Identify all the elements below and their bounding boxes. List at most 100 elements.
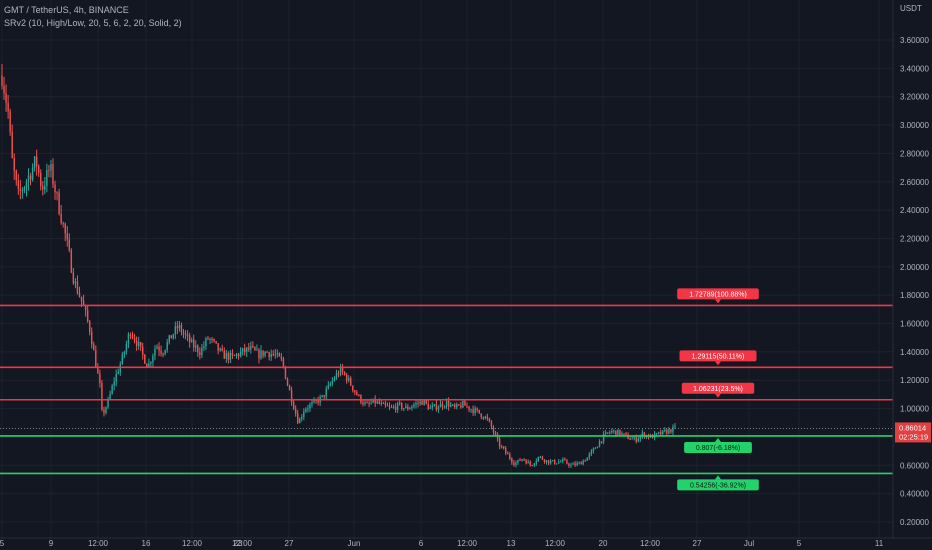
candle-body: [472, 409, 474, 414]
candle-body: [525, 459, 527, 464]
candle-body: [539, 456, 542, 458]
candle-body: [52, 164, 54, 185]
candle-body: [500, 446, 503, 448]
price-tick-label: 0.20000: [900, 518, 929, 527]
candle-body: [203, 346, 205, 348]
candle-body: [523, 459, 525, 461]
price-tick-label: 2.80000: [900, 149, 929, 158]
price-axis-panel[interactable]: [893, 0, 932, 550]
candle-body: [225, 353, 228, 359]
candle-body: [380, 402, 383, 404]
candle-body: [101, 383, 103, 410]
candle-body: [543, 459, 546, 463]
candle-body: [388, 406, 391, 408]
candle-body: [192, 339, 195, 348]
candle-body: [362, 402, 364, 405]
candle-body: [23, 187, 26, 191]
candle-body: [470, 409, 472, 411]
candle-body: [431, 405, 434, 408]
candle-body: [447, 401, 450, 407]
candle-body: [290, 390, 293, 403]
candle-body: [370, 402, 372, 404]
candle-body: [144, 354, 146, 364]
candle-body: [264, 351, 266, 356]
candle-body: [443, 406, 446, 408]
candle-body: [66, 233, 68, 240]
price-tick-label: 2.60000: [900, 178, 929, 187]
sr-level-label: 1.29115(50.11%): [692, 353, 745, 360]
candle-body: [590, 450, 593, 454]
candle-body: [133, 337, 136, 341]
sr-level-pointer: [715, 299, 721, 304]
candle-body: [60, 214, 62, 223]
candle-body: [154, 348, 156, 356]
chart-legend[interactable]: GMT / TetherUS, 4h, BINANCE SRv2 (10, Hi…: [4, 4, 182, 30]
time-tick-label: 11: [875, 539, 884, 548]
candle-body: [15, 170, 17, 181]
candle-body: [13, 157, 15, 171]
candle-body: [507, 452, 509, 455]
sr-level-label-box: [679, 350, 757, 362]
candle-body: [511, 458, 513, 463]
price-tick-label: 1.00000: [900, 405, 929, 414]
candle-body: [586, 457, 589, 461]
price-axis-ticks: 3.60000 3.40000 3.20000 3.00000 2.80000 2.600…: [900, 36, 929, 527]
candle-body: [519, 459, 521, 461]
candle-body: [123, 351, 126, 355]
candle-body: [262, 350, 264, 356]
price-tick-label: 2.00000: [900, 263, 929, 272]
price-tick-label: 0.40000: [900, 490, 929, 499]
candle-body: [170, 335, 172, 339]
candle-body: [288, 385, 291, 391]
candle-body: [152, 355, 154, 363]
candle-body: [156, 346, 158, 349]
candle-body: [621, 433, 623, 435]
candle-body: [86, 310, 89, 322]
candle-body: [462, 401, 464, 408]
candle-body: [209, 338, 211, 340]
sr-level-label-box: [677, 479, 759, 491]
candle-body: [364, 402, 366, 405]
candle-body: [184, 333, 187, 336]
candle-body: [237, 354, 240, 357]
candle-body: [337, 373, 340, 375]
candle-body: [150, 362, 152, 364]
price-tick-label: 3.40000: [900, 64, 929, 73]
indicator-title[interactable]: SRv2 (10, High/Low, 20, 5, 6, 2, 20, Sol…: [4, 18, 182, 28]
candle-body: [441, 403, 444, 408]
candle-body: [657, 432, 660, 434]
candle-body: [292, 402, 295, 409]
candle-body: [674, 426, 676, 428]
candle-body: [670, 429, 672, 433]
candle-body: [109, 393, 111, 400]
candle-body: [604, 432, 607, 434]
candle-body: [148, 363, 150, 367]
candle-body: [592, 448, 595, 451]
symbol-title[interactable]: GMT / TetherUS, 4h, BINANCE: [4, 5, 129, 15]
candle-body: [625, 433, 627, 435]
candle-body: [164, 350, 166, 354]
candle-body: [27, 175, 30, 183]
time-tick-label: 20: [599, 539, 608, 548]
candle-body: [5, 93, 7, 103]
candle-body: [376, 401, 378, 404]
candle-body: [643, 432, 646, 438]
candle-body: [258, 349, 260, 359]
time-tick-label: 12:00: [457, 539, 478, 548]
time-tick-label: 12:00: [88, 539, 109, 548]
candle-body: [323, 395, 325, 397]
candle-body: [564, 459, 566, 461]
candle-body: [413, 404, 415, 407]
candle-body: [358, 395, 360, 397]
candle-body: [135, 340, 138, 347]
candle-body: [558, 461, 560, 464]
candle-body: [70, 250, 73, 273]
sr-level-label: 0.54256(-36.92%): [690, 482, 746, 489]
candle-body: [570, 464, 572, 466]
candle-body: [54, 184, 56, 193]
candle-body: [19, 188, 22, 191]
candle-body: [243, 348, 246, 352]
